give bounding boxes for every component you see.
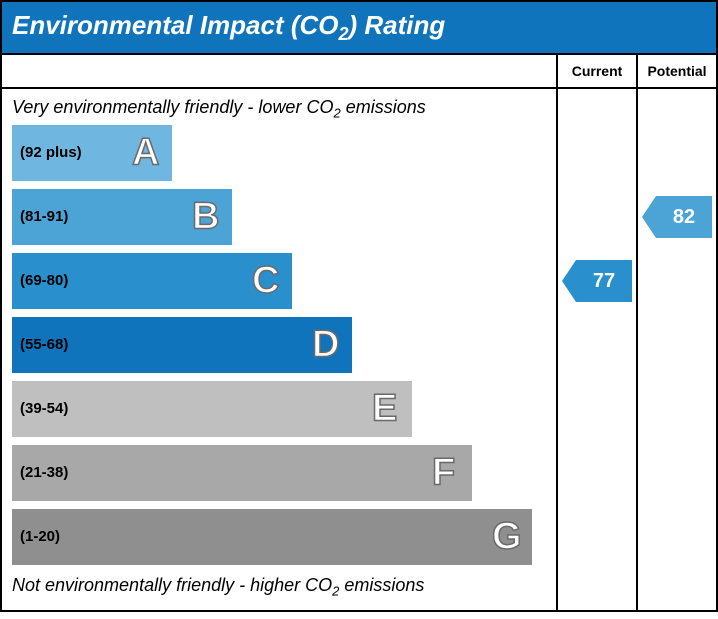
band-letter: B — [192, 195, 219, 238]
band-letter: E — [372, 387, 397, 430]
band-range: (69-80) — [12, 272, 68, 289]
band-range: (1-20) — [12, 528, 60, 545]
band-letter: D — [312, 323, 339, 366]
band-range: (92 plus) — [12, 144, 82, 161]
band-g: (1-20) G — [12, 509, 532, 565]
chart-title: Environmental Impact (CO2) Rating — [2, 2, 716, 53]
band-a: (92 plus) A — [12, 125, 172, 181]
current-value: 77 — [593, 270, 615, 293]
header-current: Current — [556, 53, 636, 89]
band-letter: A — [132, 131, 159, 174]
potential-arrow: 82 — [656, 196, 712, 238]
potential-column: 82 — [636, 89, 716, 610]
band-c: (69-80) C — [12, 253, 292, 309]
band-letter: G — [492, 515, 522, 558]
band-range: (81-91) — [12, 208, 68, 225]
band-b: (81-91) B — [12, 189, 232, 245]
current-column: 77 — [556, 89, 636, 610]
epc-container: Environmental Impact (CO2) Rating Curren… — [0, 0, 718, 612]
band-range: (21-38) — [12, 464, 68, 481]
band-range: (39-54) — [12, 400, 68, 417]
band-range: (55-68) — [12, 336, 68, 353]
band-f: (21-38) F — [12, 445, 472, 501]
header-potential: Potential — [636, 53, 716, 89]
band-e: (39-54) E — [12, 381, 412, 437]
band-letter: F — [432, 451, 455, 494]
potential-value: 82 — [673, 206, 695, 229]
band-d: (55-68) D — [12, 317, 352, 373]
band-letter: C — [252, 259, 279, 302]
current-arrow: 77 — [576, 260, 632, 302]
header-spacer — [2, 53, 556, 89]
caption-bottom: Not environmentally friendly - higher CO… — [2, 573, 556, 603]
chart-area: Very environmentally friendly - lower CO… — [2, 89, 556, 610]
caption-top: Very environmentally friendly - lower CO… — [2, 95, 556, 125]
bands-list: (92 plus) A (81-91) B (69-80) C (55-68) D (39-54… — [2, 125, 556, 565]
